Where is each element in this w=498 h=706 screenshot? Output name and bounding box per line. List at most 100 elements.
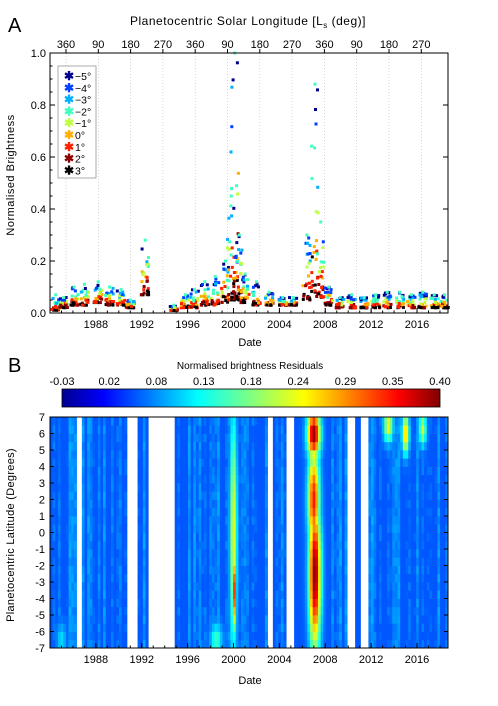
heatmap-cell [424,417,428,426]
heatmap-cell [299,450,303,459]
scatter-point [305,282,309,286]
heatmap-cell [256,499,261,509]
heatmap-cell [193,441,197,451]
heatmap-cell [235,516,239,525]
heatmap-cell [121,532,125,542]
heatmap-cell [296,623,300,632]
heatmap-cell [206,450,210,459]
heatmap-cell [195,532,199,542]
heatmap-cell [118,458,123,467]
heatmap-cell [241,639,245,649]
heatmap-cell [238,598,242,608]
heatmap-cell [280,499,284,509]
heatmap-cell [421,516,425,525]
heatmap-cell [97,499,101,509]
heatmap-cell [52,524,56,533]
scatter-point [310,271,314,275]
heatmap-cell [315,524,319,533]
heatmap-cell [243,549,247,558]
heatmap-cell [182,458,186,467]
heatmap-cell [84,623,88,632]
heatmap-cell [177,516,181,525]
scatter-point [266,293,270,297]
heatmap-cell [235,474,239,484]
heatmap-cell [214,516,218,525]
scatter-point [57,301,60,305]
heatmap-cell [331,557,335,566]
heatmap-cell [312,441,316,451]
heatmap-cell [227,516,231,525]
heatmap-cell [376,499,380,509]
heatmap-cell [278,540,282,550]
heatmap-cell [336,466,340,476]
heatmap-cell [187,623,192,632]
heatmap-cell [190,615,194,624]
heatmap-cell [71,590,75,599]
heatmap-cell [355,483,359,492]
scatter-point [313,146,317,150]
heatmap-cell [426,598,430,608]
heatmap-cell [89,450,93,459]
heatmap-cell [331,623,335,632]
heatmap-cell [71,532,75,542]
heatmap-cell [302,623,306,632]
heatmap-cell [73,483,77,492]
heatmap-cell [410,516,414,525]
heatmap-cell [217,606,221,616]
heatmap-cell [323,441,327,451]
heatmap-cell [397,417,401,426]
heatmap-cell [222,582,226,591]
heatmap-cell [275,458,279,467]
heatmap-cell [68,549,72,558]
scatter-point [397,299,401,303]
heatmap-cell [95,598,99,608]
heatmap-cell [182,507,186,517]
heatmap-cell [145,425,149,434]
heatmap-cell [203,433,207,443]
scatter-point [268,298,272,302]
heatmap-cell [190,557,194,566]
heatmap-cell [373,507,377,517]
heatmap-cell [280,615,284,624]
heatmap-cell [211,474,215,484]
heatmap-cell [283,499,287,509]
heatmap-cell [424,549,428,558]
scatter-point [182,305,186,309]
heatmap-cell [368,417,372,426]
heatmap-cell [357,524,361,533]
heatmap-cell [87,524,91,533]
heatmap-cell [73,491,77,500]
heatmap-cell [426,417,430,426]
heatmap-cell [116,450,120,459]
heatmap-cell [140,540,144,550]
heatmap-cell [124,516,128,525]
heatmap-cell [230,549,234,558]
heatmap-cell [211,598,215,608]
heatmap-cell [203,491,207,500]
heatmap-cell [243,433,247,443]
heatmap-cell [272,549,276,558]
heatmap-cell [68,557,72,566]
heatmap-cell [392,606,396,616]
heatmap-cell [63,441,67,451]
scatter-point [378,305,381,309]
heatmap-cell [198,606,202,616]
heatmap-cell [111,582,115,591]
heatmap-cell [97,441,101,451]
heatmap-cell [259,639,263,649]
scatter-point [384,301,388,305]
heatmap-cell [371,532,375,542]
scatter-point [230,214,234,218]
heatmap-cell [142,598,146,608]
scatter-point [228,240,232,244]
heatmap-cell [241,549,245,558]
scatter-point [388,294,392,298]
heatmap-cell [323,557,327,566]
heatmap-cell [185,458,189,467]
heatmap-cell [392,516,396,525]
heatmap-cell [195,573,199,583]
heatmap-cell [50,516,54,525]
heatmap-cell [304,516,308,525]
scatter-point [146,287,150,291]
scatter-point [186,305,190,309]
